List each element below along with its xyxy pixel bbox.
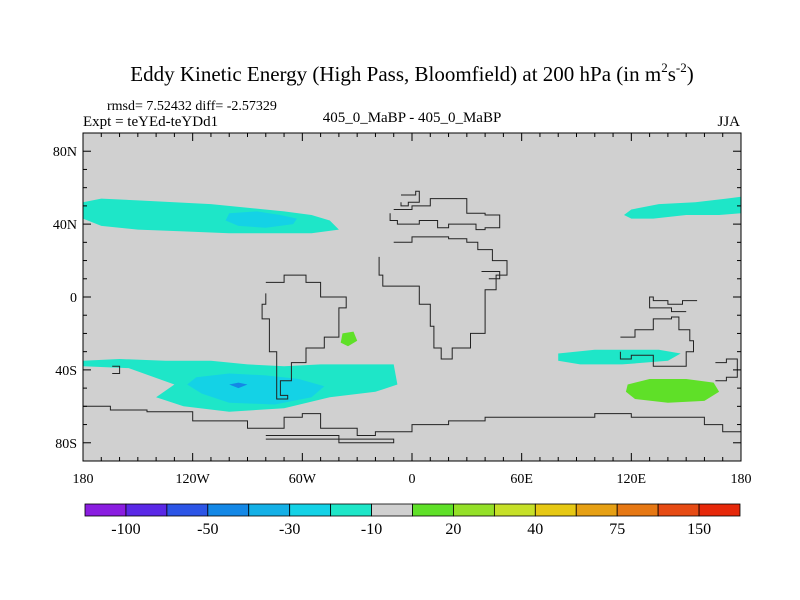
y-axis: 80N 40N 0 40S 80S	[53, 132, 741, 462]
x-tick-label-0: 180	[73, 472, 94, 487]
coastline-2	[261, 274, 347, 400]
coastline-10	[481, 271, 501, 280]
x-tick-label-4: 60E	[510, 472, 533, 487]
colorbar-label-4: 20	[445, 521, 461, 538]
colorbar-box-9	[453, 503, 495, 517]
colorbar-box-5	[289, 503, 332, 517]
chart-title-units-s: s	[668, 62, 676, 86]
x-tick-label-2: 60W	[289, 472, 317, 487]
x-tick-label-3: 0	[409, 472, 416, 487]
chart-title: Eddy Kinetic Energy (High Pass, Bloomfie…	[130, 60, 694, 86]
y-tick-label-4: 80S	[55, 437, 77, 452]
colorbar-label-3: -10	[361, 521, 382, 538]
colorbar-box-8	[412, 503, 454, 517]
coastlines	[83, 190, 741, 444]
colorbar-box-7	[371, 503, 413, 517]
colorbar-box-3	[207, 503, 250, 517]
region-sh-center	[229, 382, 248, 389]
colorbar-box-2	[166, 503, 209, 517]
chart-title-sup-1: 2	[661, 60, 668, 75]
colorbar-box-6	[330, 503, 372, 517]
colorbar-box-12	[575, 503, 618, 517]
colorbar-box-14	[657, 503, 700, 517]
coastline-5	[715, 358, 738, 382]
y-tick-label-0: 80N	[53, 145, 77, 160]
region-south-atlantic-green	[340, 331, 358, 347]
region-nh-core	[225, 211, 297, 228]
colorbar-label-6: 75	[609, 521, 625, 538]
expt-label: Expt = teYEd-teYDd1	[83, 114, 218, 130]
coastline-4	[649, 296, 698, 313]
colorbar: -100 -50 -30 -10 20 40 75 150	[84, 503, 741, 538]
y-tick-label-3: 40S	[55, 364, 77, 379]
colorbar-label-5: 40	[527, 521, 543, 538]
coastline-0	[389, 198, 501, 231]
region-indian-ocean-band	[558, 349, 681, 365]
coastline-8	[265, 435, 395, 444]
region-nh-pacific-east	[624, 196, 741, 219]
chart-title-main: Eddy Kinetic Energy (High Pass, Bloomfie…	[130, 62, 661, 86]
chart-title-close: )	[687, 62, 694, 86]
colorbar-box-10	[493, 503, 536, 517]
colorbar-box-15	[698, 503, 741, 517]
coastline-9	[400, 190, 420, 207]
colorbar-box-1	[125, 503, 168, 517]
coastline-3	[619, 316, 694, 367]
coastline-7	[83, 405, 741, 436]
colorbar-label-7: 150	[687, 521, 711, 538]
x-axis: 180 120W 60W 0 60E 120E 180	[73, 133, 752, 487]
case-label: 405_0_MaBP - 405_0_MaBP	[323, 110, 502, 126]
colorbar-label-2: -30	[279, 521, 300, 538]
x-tick-label-6: 180	[731, 472, 752, 487]
stats-label: rmsd= 7.52432 diff= -2.57329	[107, 99, 277, 114]
x-tick-label-5: 120E	[617, 472, 647, 487]
region-australia-south-green	[625, 379, 720, 403]
colorbar-label-0: -100	[111, 521, 140, 538]
x-tick-label-1: 120W	[176, 472, 211, 487]
y-tick-label-1: 40N	[53, 218, 77, 233]
colorbar-box-4	[248, 503, 291, 517]
coastline-1	[378, 236, 508, 360]
chart-title-sup-2: -2	[676, 60, 687, 75]
y-tick-label-2: 0	[70, 291, 77, 306]
colorbar-label-1: -50	[197, 521, 218, 538]
season-label: JJA	[717, 114, 740, 130]
colorbar-box-0	[84, 503, 127, 517]
colorbar-box-13	[616, 503, 659, 517]
colorbar-box-11	[534, 503, 577, 517]
coastline-6	[112, 365, 121, 374]
